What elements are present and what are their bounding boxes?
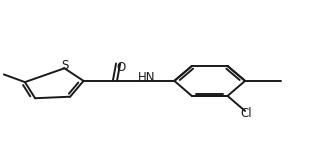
Text: HN: HN (138, 71, 155, 84)
Text: O: O (116, 61, 125, 74)
Text: S: S (61, 59, 69, 72)
Text: Cl: Cl (241, 107, 252, 120)
